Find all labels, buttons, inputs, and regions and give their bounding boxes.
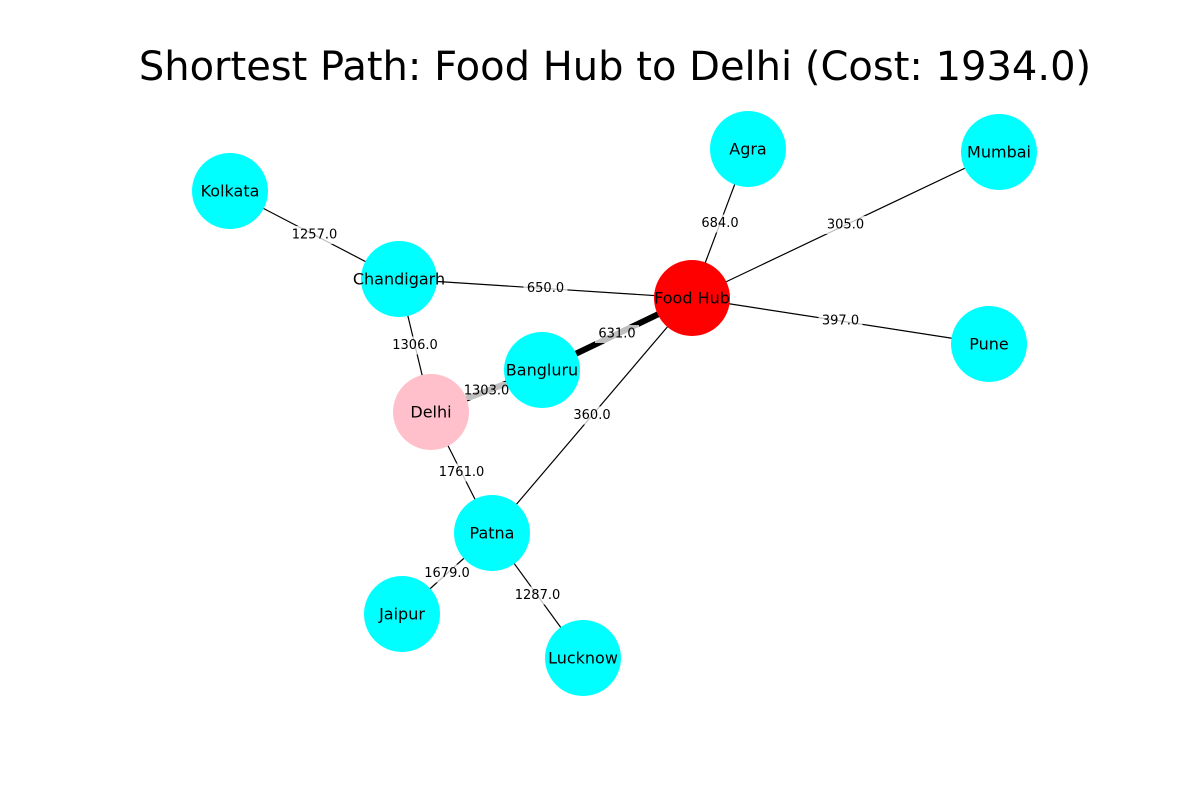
edge-labels-layer: 684.0 305.0 397.0 650.0 631.0 360.0 1257.0 1306…: [288, 214, 868, 605]
node-label: Mumbai: [967, 143, 1031, 162]
node-label: Food Hub: [654, 289, 730, 308]
node-circle: [504, 332, 580, 408]
edge-weight-label: 631.0: [598, 327, 635, 342]
edge-weight-label: 1287.0: [515, 588, 561, 603]
edge-label-background: [421, 564, 473, 583]
edge-label-food-hub-patna: 360.0: [570, 406, 614, 425]
node-label: Lucknow: [548, 649, 618, 668]
node-label: Bangluru: [506, 361, 578, 380]
node-label: Chandigarh: [353, 270, 445, 289]
diagram-title: Shortest Path: Food Hub to Delhi (Cost: …: [138, 44, 1092, 90]
node-circle: [961, 114, 1037, 190]
edge-label-food-hub-bangluru: 631.0: [595, 325, 639, 343]
node-circle: [192, 153, 268, 229]
node-circle: [710, 111, 786, 187]
edge-label-food-hub-chandigarh: 650.0: [523, 279, 568, 298]
edge-label-chandigarh-delhi: 1306.0: [389, 336, 441, 355]
edge-weight-label: 360.0: [573, 408, 610, 423]
edge-label-kolkata-chandigarh: 1257.0: [288, 226, 341, 244]
node-bangluru: Bangluru: [504, 332, 580, 408]
node-circle: [361, 241, 437, 317]
edge-label-background: [698, 214, 742, 233]
node-circle: [393, 374, 469, 450]
node-label: Patna: [470, 524, 515, 543]
node-label: Agra: [729, 140, 766, 159]
edge-weight-label: 1679.0: [424, 566, 470, 581]
edge-weight-label: 397.0: [822, 314, 859, 329]
edge-label-background: [460, 382, 513, 400]
node-food-hub: Food Hub: [654, 260, 730, 336]
node-mumbai: Mumbai: [961, 114, 1037, 190]
edge-label-delhi-patna: 1761.0: [435, 463, 488, 482]
edge-label-patna-jaipur: 1679.0: [421, 564, 473, 583]
edge-weight-label: 1761.0: [439, 465, 485, 480]
node-label: Jaipur: [378, 605, 425, 624]
edge-label-background: [389, 336, 441, 355]
edge-label-food-hub-pune: 397.0: [818, 312, 863, 330]
nodes-layer: Food Hub Agra Mumbai Pune Kolkata Chandigarh B…: [192, 111, 1037, 696]
edge-weight-label: 305.0: [827, 218, 864, 233]
edge-label-background: [288, 226, 341, 244]
edge-label-bangluru-delhi: 1303.0: [460, 382, 513, 400]
edge-label-background: [823, 216, 868, 234]
edge-label-background: [511, 586, 564, 605]
node-label: Pune: [969, 335, 1009, 354]
edge-label-food-hub-mumbai: 305.0: [823, 216, 868, 234]
node-circle: [364, 576, 440, 652]
edge-weight-label: 684.0: [701, 216, 738, 231]
node-label: Kolkata: [201, 182, 260, 201]
node-chandigarh: Chandigarh: [353, 241, 445, 317]
node-agra: Agra: [710, 111, 786, 187]
node-lucknow: Lucknow: [545, 620, 621, 696]
edge-label-background: [818, 312, 863, 330]
edge-label-patna-lucknow: 1287.0: [511, 586, 564, 605]
node-circle: [545, 620, 621, 696]
node-patna: Patna: [454, 495, 530, 571]
edge-weight-label: 650.0: [527, 281, 564, 296]
edge-label-background: [570, 406, 614, 425]
edge-weight-label: 1306.0: [392, 338, 438, 353]
edges-layer: [229, 148, 1000, 659]
edge-label-food-hub-agra: 684.0: [698, 214, 742, 233]
edge-label-background: [435, 463, 488, 482]
node-label: Delhi: [410, 403, 451, 422]
edge-weight-label: 1303.0: [464, 384, 510, 399]
node-circle: [454, 495, 530, 571]
node-circle: [951, 306, 1027, 382]
edge-weight-label: 1257.0: [292, 228, 338, 243]
node-circle: [654, 260, 730, 336]
edge-label-background: [595, 325, 639, 343]
node-jaipur: Jaipur: [364, 576, 440, 652]
edge-label-background: [523, 279, 568, 298]
node-kolkata: Kolkata: [192, 153, 268, 229]
node-delhi: Delhi: [393, 374, 469, 450]
node-pune: Pune: [951, 306, 1027, 382]
